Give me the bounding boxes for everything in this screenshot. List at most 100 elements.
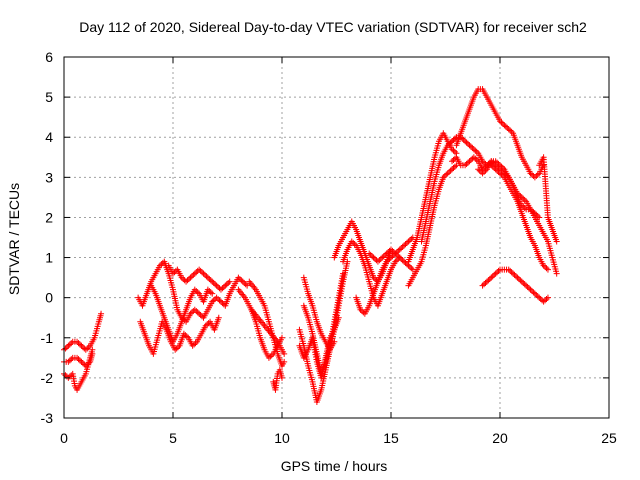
data-point bbox=[170, 270, 176, 277]
data-point bbox=[79, 344, 86, 351]
data-point bbox=[191, 286, 198, 293]
data-point bbox=[520, 279, 527, 286]
data-point bbox=[466, 158, 473, 165]
data-point bbox=[62, 372, 69, 379]
series-peak-d bbox=[475, 158, 560, 277]
data-point bbox=[540, 298, 547, 305]
series-peak-a bbox=[453, 86, 547, 181]
data-point bbox=[191, 341, 198, 348]
data-point bbox=[197, 312, 204, 319]
data-point bbox=[508, 128, 515, 135]
series-midday-d bbox=[270, 366, 285, 393]
y-tick-label: 2 bbox=[45, 209, 53, 225]
data-point bbox=[544, 294, 551, 301]
series-morning-d bbox=[165, 262, 233, 293]
data-point bbox=[191, 306, 198, 313]
y-tick-label: -1 bbox=[41, 330, 54, 346]
data-point bbox=[215, 296, 222, 303]
series-early-c bbox=[61, 350, 96, 369]
data-point bbox=[479, 282, 486, 289]
data-point bbox=[447, 139, 454, 146]
data-point bbox=[348, 238, 355, 245]
data-point bbox=[526, 285, 533, 292]
data-point bbox=[521, 205, 528, 212]
data-point bbox=[89, 350, 96, 357]
data-point bbox=[465, 159, 472, 166]
data-point bbox=[495, 267, 502, 274]
data-point bbox=[444, 142, 451, 149]
y-tick-label: 5 bbox=[45, 89, 53, 105]
data-point bbox=[405, 238, 412, 245]
data-point bbox=[465, 140, 472, 147]
data-point bbox=[499, 120, 506, 127]
data-point bbox=[459, 135, 466, 142]
data-point bbox=[396, 246, 403, 253]
data-point bbox=[335, 314, 342, 321]
data-point bbox=[66, 357, 73, 364]
data-point bbox=[180, 275, 187, 282]
data-point bbox=[199, 269, 206, 276]
data-point bbox=[533, 291, 540, 298]
data-point bbox=[511, 271, 518, 278]
data-point bbox=[536, 294, 543, 301]
data-point bbox=[505, 266, 512, 273]
data-point bbox=[499, 168, 506, 175]
data-point bbox=[369, 253, 376, 260]
data-point bbox=[497, 166, 503, 173]
gridlines bbox=[64, 57, 609, 418]
data-point bbox=[472, 155, 479, 162]
y-tick-label: 1 bbox=[45, 250, 53, 266]
data-point bbox=[76, 341, 83, 348]
data-point bbox=[187, 310, 194, 317]
data-point bbox=[470, 154, 477, 161]
data-point bbox=[524, 283, 531, 290]
data-point bbox=[279, 334, 285, 341]
y-tick-label: 4 bbox=[45, 129, 53, 145]
data-point bbox=[383, 258, 390, 265]
data-point bbox=[495, 164, 502, 171]
series-morning-b bbox=[137, 314, 222, 357]
data-point bbox=[393, 257, 400, 264]
series-late-tail bbox=[536, 154, 560, 245]
data-point bbox=[517, 277, 524, 284]
data-point bbox=[403, 261, 410, 268]
data-point bbox=[395, 253, 402, 260]
data-point bbox=[491, 271, 498, 278]
data-point bbox=[182, 332, 189, 339]
data-point bbox=[185, 275, 192, 282]
data-point bbox=[281, 358, 288, 365]
data-point bbox=[401, 242, 408, 249]
y-tick-label: 0 bbox=[45, 290, 53, 306]
data-point bbox=[197, 267, 204, 274]
data-point bbox=[482, 167, 489, 174]
data-point bbox=[184, 277, 191, 284]
data-point bbox=[204, 274, 211, 281]
x-tick-label: 0 bbox=[60, 430, 68, 446]
data-point bbox=[489, 273, 496, 280]
data-point bbox=[469, 144, 476, 151]
data-point bbox=[467, 156, 474, 163]
data-point bbox=[82, 362, 89, 369]
data-point bbox=[534, 213, 541, 220]
data-point bbox=[268, 352, 275, 359]
data-point bbox=[481, 159, 488, 166]
data-point bbox=[98, 310, 105, 317]
data-point bbox=[85, 360, 92, 367]
y-tick-label: -3 bbox=[41, 410, 54, 426]
data-point bbox=[450, 164, 457, 171]
data-point bbox=[183, 278, 190, 285]
data-point bbox=[450, 136, 457, 143]
data-point bbox=[178, 274, 185, 281]
data-point bbox=[350, 239, 357, 246]
data-point bbox=[183, 333, 190, 340]
data-point bbox=[508, 269, 515, 276]
data-point bbox=[528, 171, 535, 178]
data-point bbox=[553, 238, 560, 245]
data-point bbox=[530, 289, 537, 296]
data-point bbox=[374, 258, 381, 265]
data-point bbox=[380, 253, 387, 260]
data-point bbox=[441, 172, 448, 179]
data-point bbox=[482, 279, 489, 286]
x-tick-label: 25 bbox=[601, 430, 617, 446]
data-point bbox=[486, 275, 493, 282]
